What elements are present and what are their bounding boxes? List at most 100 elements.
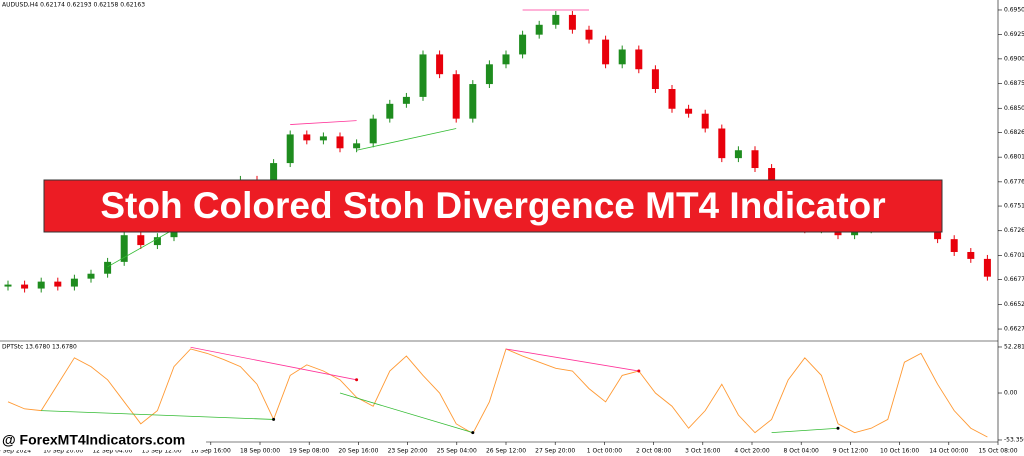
watermark: @ ForexMT4Indicators.com: [2, 432, 185, 448]
candle-body: [104, 261, 112, 274]
y-tick-label: 0.67265: [1004, 227, 1024, 234]
x-tick-label: 19 Sep 08:00: [289, 448, 329, 455]
x-tick-label: 15 Oct 08:00: [978, 448, 1017, 455]
candle-body: [485, 64, 493, 85]
candle-body: [602, 39, 610, 65]
candle-body: [734, 150, 742, 159]
x-tick-label: 26 Sep 12:00: [486, 448, 526, 455]
x-tick-label: 25 Sep 04:00: [437, 448, 477, 455]
candle-body: [402, 96, 410, 104]
x-tick-label: 18 Sep 00:00: [240, 448, 280, 455]
x-tick-label: 9 Oct 12:00: [833, 448, 868, 455]
y-tick-label: 0.67515: [1004, 203, 1024, 210]
candle-body: [436, 54, 444, 75]
x-tick-label: 27 Sep 20:00: [535, 448, 575, 455]
candle-body: [70, 278, 78, 287]
x-tick-label: 9 Sep 2024: [0, 448, 31, 455]
candle-body: [967, 251, 975, 259]
candle-body: [552, 14, 560, 25]
indicator-divergence: [339, 392, 473, 434]
divergence-dot: [272, 417, 276, 421]
watermark-box: [0, 432, 206, 450]
indicator-divergence: [41, 410, 274, 420]
candle-body: [21, 284, 29, 289]
x-tick-label: 23 Sep 20:00: [388, 448, 428, 455]
candle-body: [319, 136, 327, 141]
divergence-dot: [355, 378, 359, 382]
indicator-divergence: [505, 348, 639, 372]
candle-body: [37, 281, 45, 289]
x-tick-label: 10 Sep 20:00: [43, 448, 83, 455]
y-tick-label: 0.68755: [1004, 80, 1024, 87]
x-tick-label: 4 Oct 20:00: [734, 448, 769, 455]
candle-body: [751, 150, 759, 169]
indicator-line: [7, 348, 988, 438]
candle-body: [568, 14, 576, 30]
candle-body: [270, 163, 278, 183]
indicator-y-tick-label: -53.3504: [1004, 436, 1024, 443]
candle-body: [635, 49, 643, 70]
y-tick-label: 0.69005: [1004, 55, 1024, 62]
candle-body: [950, 239, 958, 252]
indicator-divergence: [190, 346, 357, 381]
candle-body: [718, 128, 726, 159]
candle-body: [983, 258, 991, 277]
candle-body: [153, 237, 161, 246]
candle-body: [585, 29, 593, 40]
candle-body: [4, 284, 12, 287]
indicator-label: DPTStc 13.6780 13.6780: [2, 344, 77, 351]
candle-body: [535, 24, 543, 35]
x-tick-label: 13 Sep 12:00: [142, 448, 182, 455]
candle-body: [502, 54, 510, 65]
candle-body: [519, 34, 527, 55]
price-divergence: [356, 128, 457, 151]
divergence-dot: [471, 431, 475, 435]
candle-body: [651, 69, 659, 90]
indicator-divergence: [771, 427, 839, 434]
y-tick-label: 0.66270: [1004, 326, 1024, 333]
candle-body: [668, 89, 676, 109]
candle-body: [54, 281, 62, 287]
divergence-dot: [637, 369, 641, 373]
candle-body: [137, 235, 145, 246]
x-tick-label: 3 Oct 16:00: [685, 448, 720, 455]
x-tick-label: 8 Oct 04:00: [784, 448, 819, 455]
divergence-dot: [836, 426, 840, 430]
x-tick-label: 20 Sep 16:00: [338, 448, 378, 455]
candle-body: [286, 134, 294, 164]
x-tick-label: 10 Oct 16:00: [880, 448, 919, 455]
candle-body: [419, 54, 427, 97]
candle-body: [469, 84, 477, 119]
candle-body: [336, 136, 344, 149]
price-divergence: [290, 120, 357, 125]
y-tick-label: 0.67015: [1004, 252, 1024, 259]
candle-body: [701, 113, 709, 129]
candle-body: [87, 273, 95, 279]
candle-body: [353, 143, 361, 149]
candle-body: [618, 49, 626, 65]
symbol-header: AUDUSD,H4 0.62174 0.62193 0.62158 0.6216…: [2, 2, 145, 9]
candle-body: [452, 74, 460, 119]
candle-body: [386, 103, 394, 119]
candle-body: [369, 118, 377, 144]
candle-body: [685, 108, 693, 114]
x-tick-label: 14 Oct 00:00: [929, 448, 968, 455]
indicator-y-tick-label: 52.2812: [1004, 343, 1024, 350]
candle-body: [303, 134, 311, 141]
indicator-y-tick-label: 0.00: [1004, 390, 1018, 397]
banner-box: [43, 179, 943, 233]
x-tick-label: 2 Oct 08:00: [636, 448, 671, 455]
candle-body: [120, 235, 128, 262]
banner-title: Stoh Colored Stoh Divergence MT4 Indicat…: [100, 185, 885, 226]
y-tick-label: 0.68505: [1004, 105, 1024, 112]
x-tick-label: 16 Sep 16:00: [191, 448, 231, 455]
x-tick-label: 1 Oct 00:00: [587, 448, 622, 455]
